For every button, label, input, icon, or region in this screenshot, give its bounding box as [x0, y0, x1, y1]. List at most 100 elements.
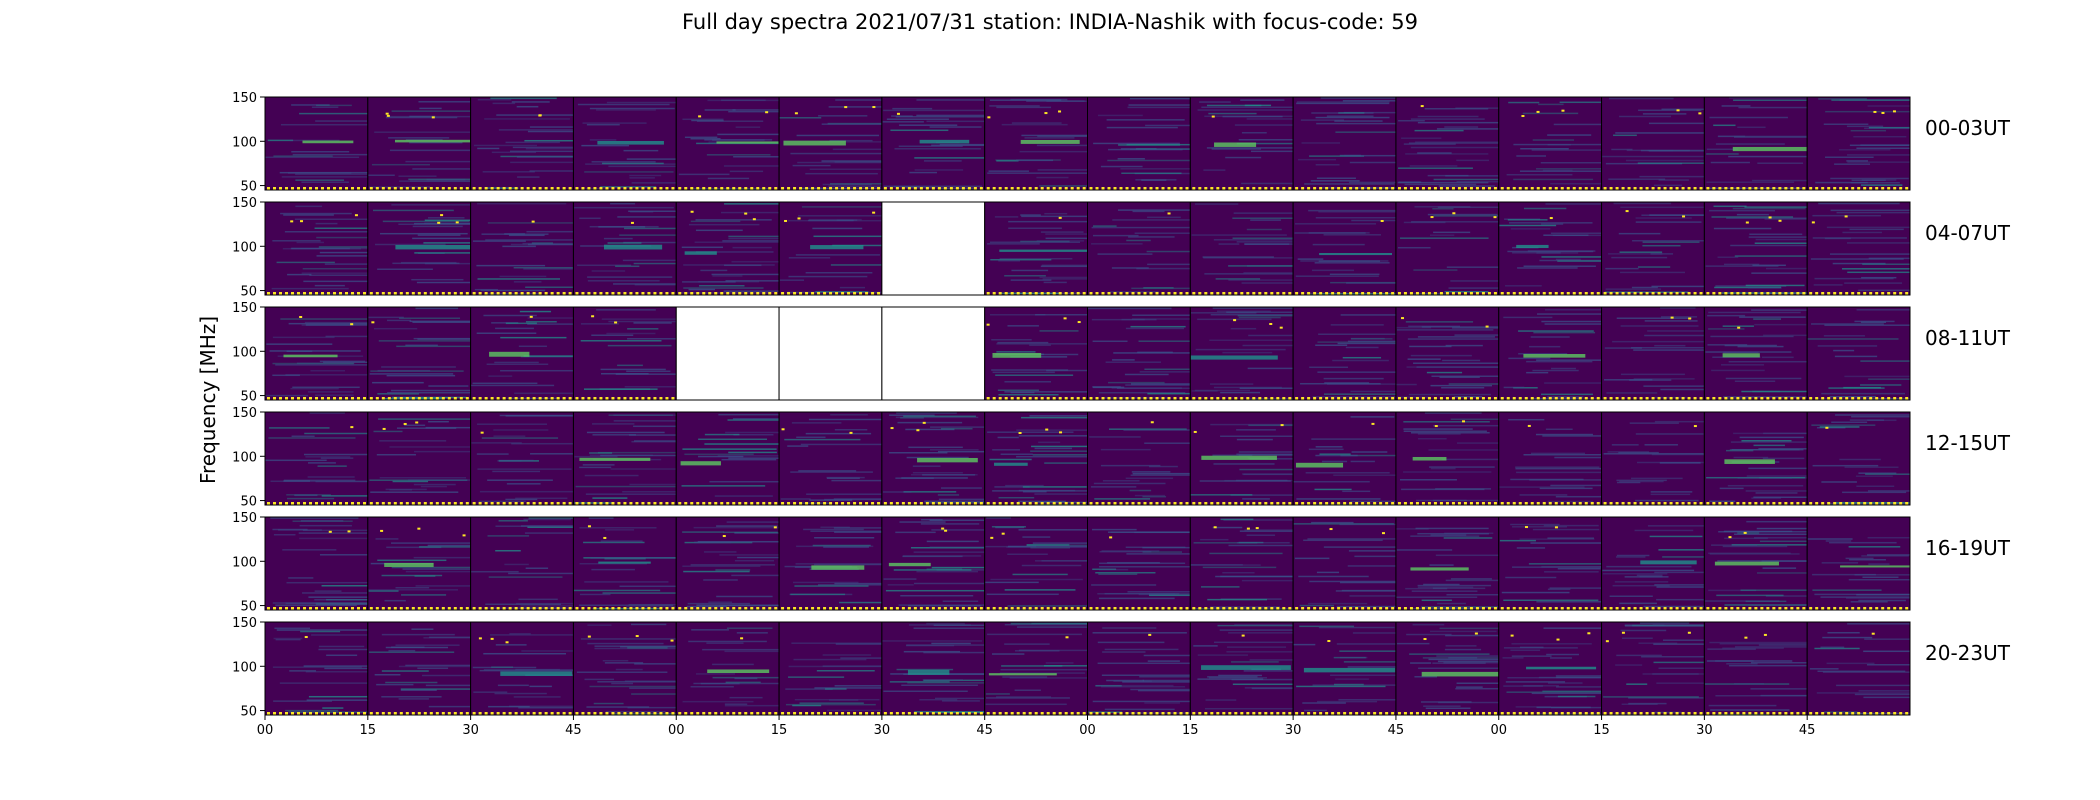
spectrum-panel: [779, 97, 882, 190]
baseline-dot: [333, 712, 336, 715]
noise-streak: [1021, 416, 1088, 419]
noise-streak: [280, 212, 352, 215]
noise-streak: [619, 585, 677, 588]
baseline-dot: [611, 292, 615, 295]
baseline-dot: [1385, 607, 1389, 610]
baseline-dot: [726, 502, 730, 505]
noise-streak: [1754, 323, 1807, 326]
baseline-dot: [943, 502, 947, 505]
baseline-dot: [653, 292, 657, 295]
baseline-dot: [1101, 187, 1105, 190]
baseline-dot: [1839, 292, 1843, 295]
noise-streak: [311, 106, 339, 108]
baseline-dot: [1325, 607, 1329, 610]
noise-streak: [1503, 647, 1578, 649]
noise-streak: [1518, 330, 1594, 332]
baseline-dot: [544, 292, 548, 295]
noise-streak: [1831, 99, 1910, 101]
baseline-dot: [1578, 712, 1582, 715]
baseline-dot: [617, 712, 621, 715]
noise-streak: [1510, 649, 1541, 651]
noise-streak: [1654, 711, 1682, 714]
noise-streak: [270, 517, 359, 519]
baseline-dot: [369, 397, 373, 400]
noise-streak: [1417, 437, 1447, 440]
noise-streak: [828, 185, 882, 187]
noise-streak: [1335, 590, 1396, 592]
noise-streak: [724, 704, 780, 707]
baseline-dot: [1415, 187, 1419, 190]
baseline-dot: [1222, 397, 1226, 400]
baseline-dot: [502, 187, 506, 190]
noise-streak: [1649, 214, 1705, 216]
noise-streak: [1297, 258, 1324, 260]
baseline-dot: [381, 292, 385, 295]
baseline-dot: [1307, 502, 1311, 505]
noise-streak: [1446, 593, 1499, 596]
noise-streak: [490, 634, 574, 636]
noise-streak: [712, 663, 754, 666]
noise-streak: [1445, 579, 1499, 582]
emission-band: [500, 671, 573, 676]
baseline-dot: [1276, 292, 1280, 295]
baseline-dot: [847, 187, 851, 190]
noise-streak: [1336, 643, 1396, 645]
noise-streak: [497, 684, 529, 687]
noise-streak: [896, 412, 957, 414]
rfi-speckle: [587, 635, 591, 638]
baseline-dot: [1040, 712, 1044, 715]
baseline-dot: [1070, 292, 1074, 295]
noise-streak: [1437, 602, 1466, 605]
baseline-dot: [423, 187, 427, 190]
baseline-dot: [417, 502, 421, 505]
baseline-dot: [399, 187, 403, 190]
noise-streak: [1745, 490, 1808, 492]
rfi-speckle: [1430, 216, 1434, 219]
noise-streak: [937, 187, 974, 190]
baseline-dot: [1887, 292, 1891, 295]
noise-streak: [1748, 287, 1782, 289]
noise-streak: [1429, 466, 1495, 468]
baseline-dot: [979, 607, 983, 610]
baseline-dot: [1234, 712, 1238, 715]
noise-streak: [1191, 390, 1218, 392]
baseline-dot: [1028, 607, 1032, 610]
baseline-dot: [853, 607, 857, 610]
baseline-dot: [696, 292, 700, 295]
noise-streak: [1662, 556, 1705, 558]
baseline-dot: [593, 502, 597, 505]
noise-streak: [700, 682, 740, 685]
noise-streak: [495, 327, 534, 330]
baseline-dot: [593, 712, 597, 715]
baseline-dot: [279, 607, 282, 610]
rfi-speckle: [690, 210, 694, 213]
noise-streak: [883, 185, 983, 188]
baseline-dot: [465, 502, 469, 505]
noise-streak: [723, 290, 780, 292]
baseline-dot: [720, 502, 724, 505]
baseline-dot: [453, 502, 457, 505]
noise-streak: [316, 104, 352, 107]
baseline-dot: [1192, 607, 1196, 610]
noise-streak: [1030, 450, 1088, 452]
baseline-dot: [1663, 292, 1667, 295]
noise-streak: [1315, 454, 1358, 457]
noise-streak: [1130, 383, 1191, 385]
noise-streak: [987, 172, 1088, 174]
baseline-dot: [1633, 607, 1637, 610]
noise-streak: [308, 695, 368, 698]
baseline-dot: [901, 712, 905, 715]
noise-streak: [1731, 448, 1804, 451]
baseline-dot: [1276, 712, 1280, 715]
baseline-dot: [1457, 292, 1461, 295]
noise-streak: [1413, 269, 1458, 271]
baseline-dot: [1216, 397, 1220, 400]
rfi-speckle: [1241, 634, 1245, 637]
noise-streak: [1238, 316, 1281, 319]
panel-background: [470, 97, 574, 190]
rfi-speckle: [371, 321, 375, 324]
noise-streak: [1861, 276, 1897, 279]
baseline-dot: [1724, 712, 1728, 715]
baseline-dot: [1693, 712, 1697, 715]
noise-streak: [1226, 651, 1294, 653]
